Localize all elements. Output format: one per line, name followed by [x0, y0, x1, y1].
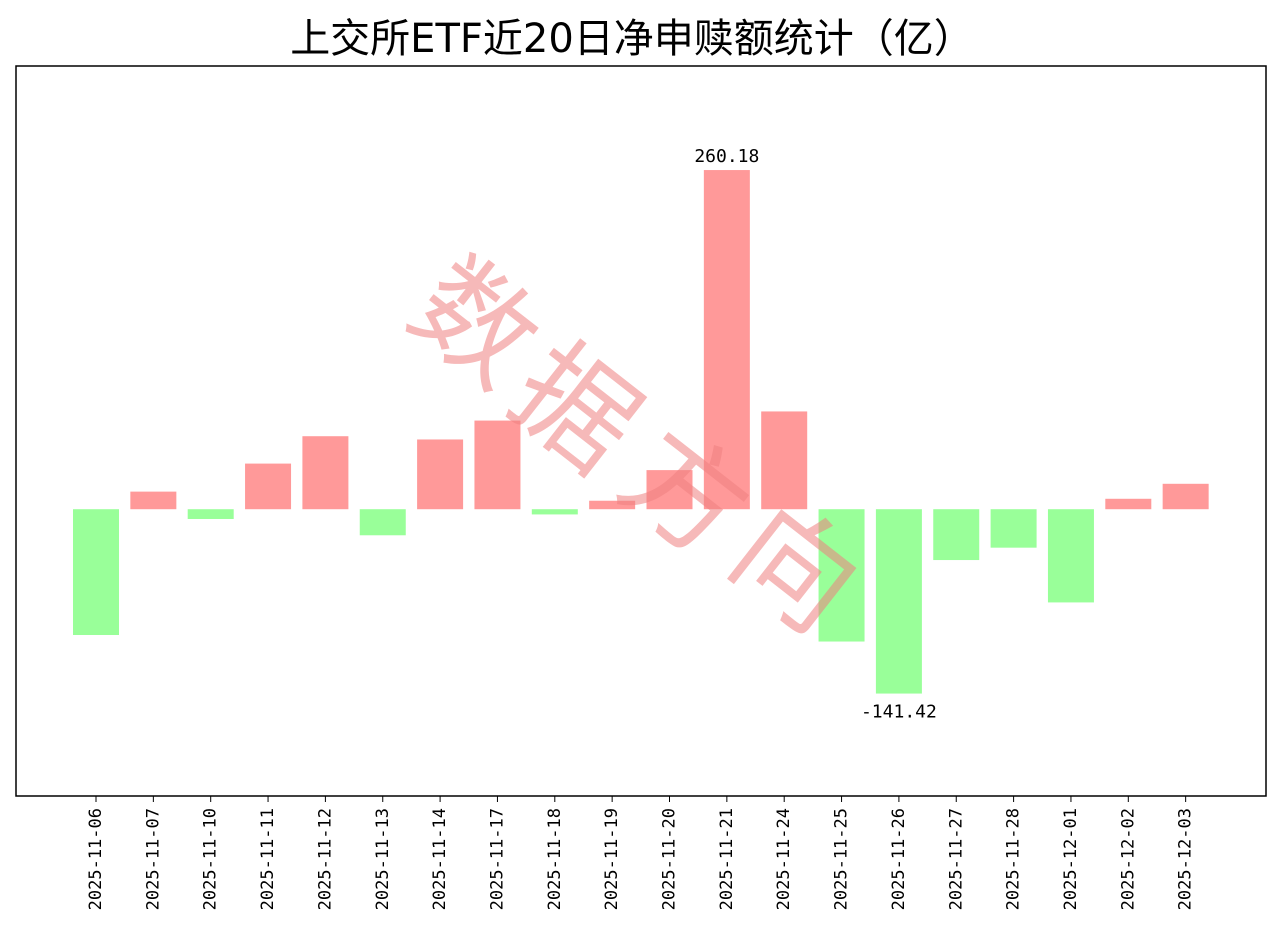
- x-tick-label: 2025-11-25: [832, 808, 852, 910]
- bar-2025-11-18: [531, 509, 578, 515]
- bar-2025-11-13: [359, 509, 406, 536]
- x-tick-label: 2025-12-02: [1118, 808, 1138, 910]
- bar-2025-11-19: [589, 500, 636, 510]
- x-tick-label: 2025-11-06: [86, 808, 106, 910]
- x-tick-label: 2025-11-12: [315, 808, 335, 910]
- bar-2025-11-28: [990, 509, 1037, 548]
- chart-title: 上交所ETF近20日净申赎额统计（亿）: [290, 16, 974, 62]
- x-tick-label: 2025-12-03: [1176, 808, 1196, 910]
- bar-2025-11-11: [245, 463, 292, 510]
- bar-2025-12-03: [1162, 483, 1209, 510]
- x-tick-label: 2025-11-11: [258, 808, 278, 910]
- bar-2025-11-27: [933, 509, 980, 561]
- bar-2025-11-26: [875, 509, 922, 694]
- x-tick-label: 2025-11-07: [143, 808, 163, 910]
- bar-2025-11-06: [73, 509, 119, 636]
- data-label-2025-11-26: -141.42: [861, 702, 937, 723]
- bar-2025-11-25: [818, 509, 865, 642]
- bar-2025-11-10: [187, 509, 234, 519]
- bar-2025-11-24: [761, 411, 808, 510]
- bar-2025-12-02: [1105, 498, 1152, 510]
- data-label-2025-11-21: 260.18: [694, 146, 759, 167]
- x-tick-label: 2025-11-24: [774, 808, 794, 910]
- bar-2025-11-21: [703, 170, 750, 510]
- bar-2025-12-01: [1047, 509, 1094, 603]
- x-tick-label: 2025-11-19: [602, 808, 622, 910]
- x-tick-label: 2025-11-20: [660, 808, 680, 910]
- bar-2025-11-12: [302, 436, 349, 510]
- x-tick-label: 2025-11-14: [430, 808, 450, 910]
- x-tick-label: 2025-11-28: [1004, 808, 1024, 910]
- plot-frame: [15, 65, 1267, 797]
- x-tick-label: 2025-11-10: [201, 808, 221, 910]
- x-tick-label: 2025-11-13: [373, 808, 393, 910]
- bar-2025-11-17: [474, 420, 521, 510]
- x-tick-label: 2025-11-26: [889, 808, 909, 910]
- x-tick-label: 2025-11-17: [487, 808, 507, 910]
- x-tick-label: 2025-12-01: [1061, 808, 1081, 910]
- x-tick-label: 2025-11-21: [717, 808, 737, 910]
- bar-2025-11-20: [646, 470, 693, 510]
- x-ticks-layer: 2025-11-06 2025-11-07 2025-11-10 2025-11-11…: [86, 796, 1196, 910]
- data-labels-layer: 260.18 -141.42: [694, 146, 936, 723]
- bars-layer: [73, 170, 1209, 694]
- x-tick-label: 2025-11-27: [946, 808, 966, 910]
- bar-2025-11-07: [130, 491, 177, 510]
- bar-2025-11-14: [417, 439, 464, 510]
- x-tick-label: 2025-11-18: [545, 808, 565, 910]
